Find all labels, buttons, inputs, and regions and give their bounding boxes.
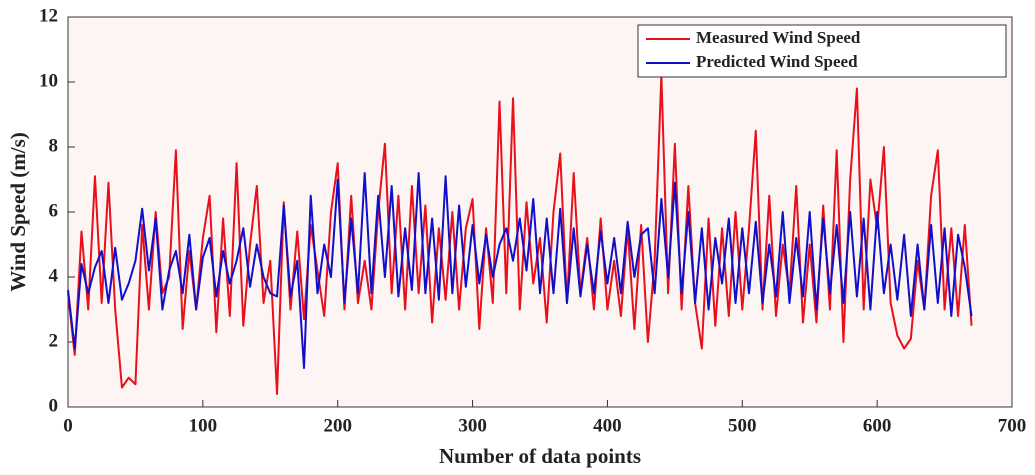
y-tick-label: 0 bbox=[49, 395, 59, 416]
y-tick-label: 12 bbox=[39, 5, 58, 26]
x-tick-label: 500 bbox=[728, 415, 757, 436]
y-tick-label: 4 bbox=[49, 265, 59, 286]
y-axis-label: Wind Speed (m/s) bbox=[6, 132, 30, 291]
y-tick-label: 10 bbox=[39, 70, 58, 91]
x-axis-label: Number of data points bbox=[439, 444, 641, 468]
y-tick-label: 6 bbox=[49, 200, 59, 221]
x-tick-label: 100 bbox=[189, 415, 218, 436]
x-tick-label: 0 bbox=[63, 415, 73, 436]
y-tick-label: 2 bbox=[49, 330, 59, 351]
x-tick-label: 700 bbox=[998, 415, 1027, 436]
x-tick-label: 300 bbox=[458, 415, 487, 436]
series-line bbox=[67, 172, 973, 369]
x-tick-label: 200 bbox=[323, 415, 352, 436]
legend-box bbox=[637, 24, 1007, 78]
legend-label: Predicted Wind Speed bbox=[696, 52, 858, 71]
y-tick-label: 8 bbox=[49, 135, 59, 156]
x-tick-label: 600 bbox=[863, 415, 892, 436]
x-tick-label: 400 bbox=[593, 415, 622, 436]
legend-label: Measured Wind Speed bbox=[696, 28, 861, 47]
plot-background bbox=[67, 16, 1013, 408]
